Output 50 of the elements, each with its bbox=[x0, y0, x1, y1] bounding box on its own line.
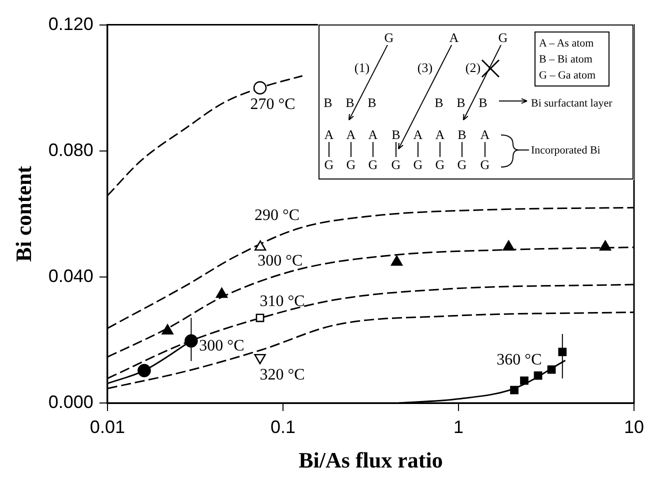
annotation: G bbox=[480, 156, 490, 172]
x-tick-label: 1 bbox=[453, 416, 464, 437]
series-label: 300 °C bbox=[199, 337, 244, 354]
series-label: 270 °C bbox=[250, 96, 296, 113]
annotation: A – As atom bbox=[539, 38, 594, 50]
annotation: B – Bi atom bbox=[539, 54, 593, 66]
annotation: G bbox=[368, 156, 378, 172]
annotation: Bi surfactant layer bbox=[531, 98, 613, 110]
annotation: (3) bbox=[417, 60, 433, 75]
annotation: A bbox=[449, 30, 460, 45]
annotation: A bbox=[435, 126, 446, 142]
series-label: 360 °C bbox=[496, 351, 542, 368]
annotation: B bbox=[324, 94, 333, 110]
annotation: G bbox=[457, 156, 467, 172]
annotation: Incorporated Bi bbox=[531, 144, 600, 157]
x-tick-label: 0.01 bbox=[90, 416, 125, 437]
x-tick-label: 0.1 bbox=[270, 416, 296, 437]
annotation: G bbox=[435, 156, 445, 172]
annotation: (1) bbox=[354, 60, 370, 75]
series-label: 300 °C bbox=[258, 252, 303, 270]
annotation: B bbox=[346, 94, 355, 110]
series-label: 320 °C bbox=[260, 366, 305, 384]
annotation: G bbox=[384, 30, 394, 45]
y-tick-label: 0.000 bbox=[48, 392, 94, 412]
x-axis-title: Bi/As flux ratio bbox=[298, 447, 443, 472]
annotation: B bbox=[458, 126, 467, 142]
annotation: A bbox=[324, 126, 334, 142]
annotation: B bbox=[456, 94, 466, 110]
x-tick-label: 10 bbox=[624, 416, 644, 437]
annotation: G bbox=[324, 156, 334, 172]
annotation: B bbox=[368, 94, 377, 110]
y-tick-label: 0.080 bbox=[48, 140, 94, 160]
y-tick-label: 0.120 bbox=[48, 14, 94, 34]
series-label: 290 °C bbox=[254, 206, 300, 224]
y-tick-label: 0.040 bbox=[48, 266, 94, 286]
annotation: G – Ga atom bbox=[539, 70, 596, 82]
annotation: B bbox=[434, 94, 444, 110]
annotation: A bbox=[480, 126, 490, 142]
annotation: G bbox=[391, 156, 401, 172]
y-axis-title: Bi content bbox=[10, 165, 36, 262]
annotation: A bbox=[413, 126, 424, 142]
annotation: B bbox=[478, 94, 488, 110]
annotation: G bbox=[346, 156, 356, 172]
annotation: B bbox=[392, 126, 401, 142]
annotation: A bbox=[346, 126, 356, 142]
annotation: (2) bbox=[465, 60, 481, 75]
annotation: G bbox=[498, 30, 508, 45]
series-label: 310 °C bbox=[260, 293, 305, 310]
annotation: A bbox=[368, 126, 378, 142]
annotation: G bbox=[413, 156, 423, 172]
